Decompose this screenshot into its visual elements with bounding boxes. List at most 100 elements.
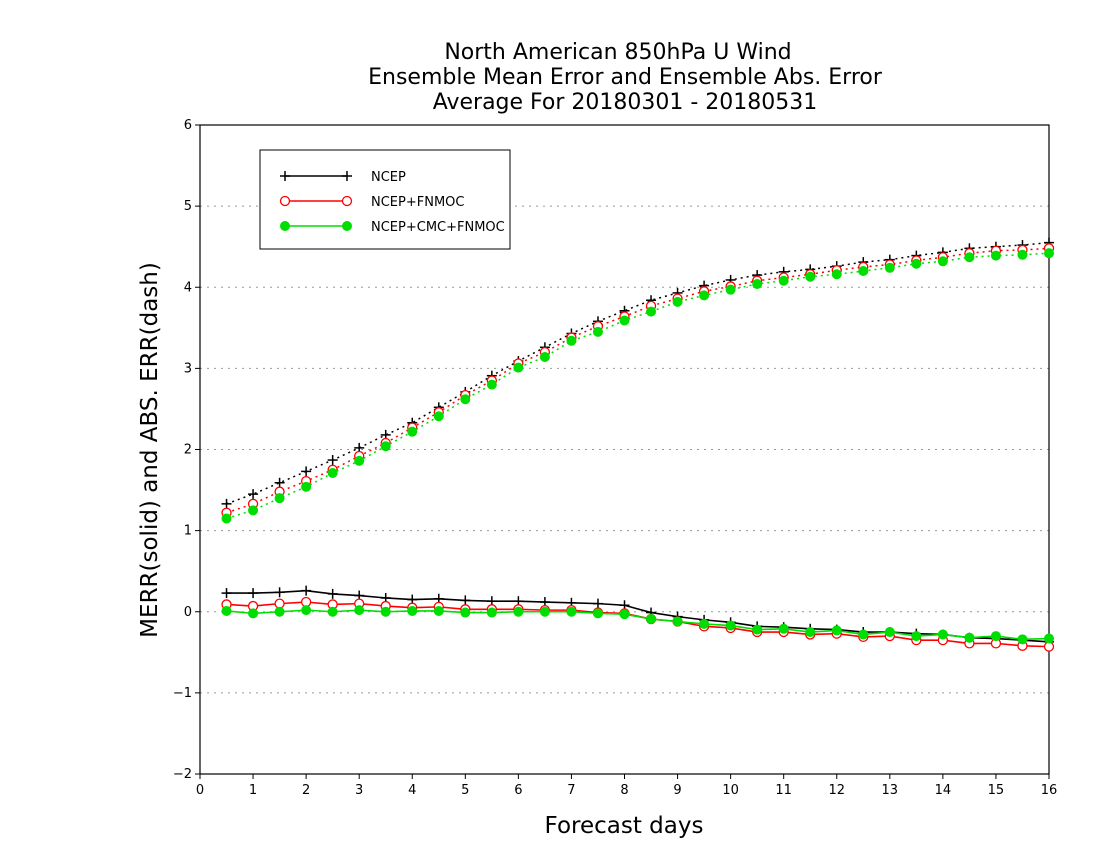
y-tick-label: 1 bbox=[184, 524, 192, 539]
merr-point-ncep-cmc-fnmoc bbox=[407, 605, 418, 616]
x-axis-label: Forecast days bbox=[545, 813, 704, 839]
y-tick-label: 2 bbox=[184, 443, 192, 458]
x-tick-label: 2 bbox=[302, 783, 310, 798]
merr-point-ncep-cmc-fnmoc bbox=[354, 605, 365, 616]
abs-err-point-ncep bbox=[274, 477, 285, 488]
merr-point-ncep-cmc-fnmoc bbox=[619, 609, 630, 620]
legend-item-ncep-cmc-fnmoc: NCEP+CMC+FNMOC bbox=[280, 220, 505, 235]
abs-err-point-ncep-cmc-fnmoc bbox=[486, 379, 497, 390]
abs-err-point-ncep-cmc-fnmoc bbox=[752, 279, 763, 290]
merr-point-ncep bbox=[592, 598, 603, 609]
merr-point-ncep-cmc-fnmoc bbox=[460, 607, 471, 618]
series-ncep bbox=[221, 237, 1054, 647]
x-tick-label: 7 bbox=[567, 783, 575, 798]
abs-err-point-ncep-cmc-fnmoc bbox=[248, 505, 259, 516]
merr-point-ncep-cmc-fnmoc bbox=[964, 632, 975, 643]
abs-err-point-ncep-cmc-fnmoc bbox=[805, 271, 816, 282]
legend-marker-right-ncep-cmc-fnmoc bbox=[342, 221, 352, 231]
merr-point-ncep bbox=[327, 588, 338, 599]
legend-label-ncep: NCEP bbox=[371, 170, 406, 185]
x-tick-label: 6 bbox=[514, 783, 522, 798]
abs-err-point-ncep-cmc-fnmoc bbox=[592, 326, 603, 337]
merr-line-ncep-cmc-fnmoc bbox=[226, 609, 1050, 641]
legend-marker-left-ncep bbox=[280, 171, 290, 181]
abs-err-point-ncep-cmc-fnmoc bbox=[221, 513, 232, 524]
gridlines bbox=[200, 205, 1049, 694]
merr-point-ncep-cmc-fnmoc bbox=[725, 620, 736, 631]
abs-err-point-ncep bbox=[301, 466, 312, 477]
abs-err-point-ncep-cmc-fnmoc bbox=[301, 481, 312, 492]
merr-point-ncep-cmc-fnmoc bbox=[990, 631, 1001, 642]
x-tick-label: 5 bbox=[461, 783, 469, 798]
legend: NCEP NCEP+FNMOC NCEP+CMC+FNMOC bbox=[259, 149, 511, 250]
x-tick-label: 15 bbox=[988, 783, 1005, 798]
abs-err-point-ncep-cmc-fnmoc bbox=[990, 250, 1001, 261]
abs-err-point-ncep-cmc-fnmoc bbox=[274, 493, 285, 504]
abs-err-point-ncep bbox=[221, 498, 232, 509]
legend-label-ncep-cmc-fnmoc: NCEP+CMC+FNMOC bbox=[371, 220, 505, 235]
merr-point-ncep-cmc-fnmoc bbox=[646, 614, 657, 625]
chart-title-line-2: Ensemble Mean Error and Ensemble Abs. Er… bbox=[368, 65, 883, 90]
merr-point-ncep-cmc-fnmoc bbox=[1044, 633, 1054, 644]
abs-err-point-ncep-cmc-fnmoc bbox=[646, 306, 657, 317]
abs-err-point-ncep-cmc-fnmoc bbox=[327, 468, 338, 479]
abs-err-point-ncep-cmc-fnmoc bbox=[433, 411, 444, 422]
x-tick-label: 10 bbox=[722, 783, 739, 798]
x-tick-label: 9 bbox=[673, 783, 681, 798]
merr-point-ncep-cmc-fnmoc bbox=[884, 627, 895, 638]
merr-point-ncep bbox=[221, 588, 232, 599]
merr-point-ncep-cmc-fnmoc bbox=[752, 624, 763, 635]
merr-point-ncep bbox=[248, 588, 259, 599]
abs-err-point-ncep-cmc-fnmoc bbox=[539, 352, 550, 363]
legend-items: NCEP NCEP+FNMOC NCEP+CMC+FNMOC bbox=[279, 170, 505, 235]
merr-point-ncep-cmc-fnmoc bbox=[937, 629, 948, 640]
x-tick-label: 1 bbox=[249, 783, 257, 798]
merr-point-ncep-cmc-fnmoc bbox=[566, 606, 577, 617]
x-tick-label: 4 bbox=[408, 783, 416, 798]
merr-point-ncep-cmc-fnmoc bbox=[539, 606, 550, 617]
legend-item-ncep-fnmoc: NCEP+FNMOC bbox=[279, 195, 464, 210]
y-axis-label: MERR(solid) and ABS. ERR(dash) bbox=[137, 262, 163, 638]
abs-err-point-ncep-cmc-fnmoc bbox=[407, 426, 418, 437]
legend-marker-right-ncep bbox=[342, 171, 352, 181]
legend-box bbox=[259, 149, 511, 250]
x-tick-label: 13 bbox=[882, 783, 899, 798]
abs-err-point-ncep-cmc-fnmoc bbox=[354, 455, 365, 466]
series-layer bbox=[221, 237, 1055, 652]
abs-err-point-ncep-cmc-fnmoc bbox=[460, 394, 471, 405]
abs-err-point-ncep-cmc-fnmoc bbox=[699, 290, 710, 301]
x-tick-label: 3 bbox=[355, 783, 363, 798]
abs-err-line-ncep-cmc-fnmoc bbox=[226, 252, 1050, 520]
legend-marker-left-ncep-cmc-fnmoc bbox=[280, 221, 290, 231]
merr-point-ncep-cmc-fnmoc bbox=[778, 623, 789, 634]
merr-point-ncep-cmc-fnmoc bbox=[672, 616, 683, 627]
y-tick-label: −1 bbox=[173, 686, 192, 701]
merr-point-ncep-cmc-fnmoc bbox=[858, 629, 869, 640]
abs-err-line-ncep-fnmoc bbox=[226, 247, 1050, 514]
chart-title: North American 850hPa U Wind Ensemble Me… bbox=[368, 40, 883, 115]
merr-point-ncep-cmc-fnmoc bbox=[911, 631, 922, 642]
merr-point-ncep-cmc-fnmoc bbox=[592, 608, 603, 619]
abs-err-point-ncep-cmc-fnmoc bbox=[725, 284, 736, 295]
x-tick-label: 11 bbox=[775, 783, 792, 798]
merr-point-ncep bbox=[460, 595, 471, 606]
merr-point-ncep-cmc-fnmoc bbox=[1017, 634, 1028, 645]
abs-err-line-ncep bbox=[226, 241, 1050, 505]
merr-point-ncep-cmc-fnmoc bbox=[699, 618, 710, 629]
abs-err-point-ncep-cmc-fnmoc bbox=[1017, 249, 1028, 260]
merr-point-ncep-cmc-fnmoc bbox=[805, 627, 816, 638]
merr-point-ncep-cmc-fnmoc bbox=[433, 605, 444, 616]
merr-point-ncep-cmc-fnmoc bbox=[248, 608, 259, 619]
y-tick-label: 3 bbox=[184, 361, 192, 376]
x-tick-label: 8 bbox=[620, 783, 628, 798]
merr-point-ncep-cmc-fnmoc bbox=[301, 605, 312, 616]
merr-point-ncep-cmc-fnmoc bbox=[513, 606, 524, 617]
chart-title-line-1: North American 850hPa U Wind bbox=[444, 40, 791, 65]
abs-err-point-ncep-cmc-fnmoc bbox=[778, 275, 789, 286]
merr-point-ncep-cmc-fnmoc bbox=[831, 625, 842, 636]
y-tick-label: 6 bbox=[184, 118, 192, 133]
x-tick-label: 14 bbox=[935, 783, 952, 798]
abs-err-point-ncep-cmc-fnmoc bbox=[858, 266, 869, 277]
legend-item-ncep: NCEP bbox=[280, 170, 406, 185]
